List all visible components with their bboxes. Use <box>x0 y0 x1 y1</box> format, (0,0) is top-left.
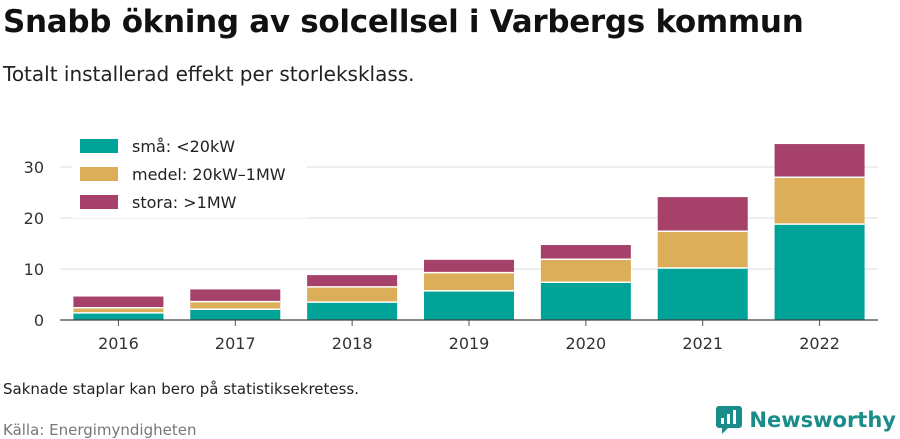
chart-title: Snabb ökning av solcellsel i Varbergs ko… <box>3 4 804 40</box>
newsworthy-logo-icon <box>716 406 743 434</box>
bar-segment <box>190 309 281 320</box>
bar-segment <box>657 267 748 320</box>
legend-swatch <box>80 139 118 153</box>
x-tick-label: 2022 <box>799 334 840 353</box>
legend-swatch <box>80 167 118 181</box>
legend-label: medel: 20kW–1MW <box>132 165 286 184</box>
bar-segment <box>774 144 865 178</box>
bar-segment <box>73 307 164 313</box>
bar-segment <box>424 290 514 320</box>
bar-segment <box>657 197 748 232</box>
bar-segment <box>424 272 514 291</box>
bar-segment <box>307 275 398 287</box>
bar-segment <box>307 302 398 320</box>
newsworthy-brand[interactable]: Newsworthy <box>715 405 896 435</box>
brand-name: Newsworthy <box>749 408 896 432</box>
y-tick-label: 10 <box>24 260 44 279</box>
bar-segment <box>540 282 631 320</box>
x-tick-label: 2021 <box>682 334 723 353</box>
source-credit: Källa: Energimyndigheten <box>3 421 197 439</box>
x-tick-label: 2020 <box>565 334 606 353</box>
bar-segment <box>307 286 398 303</box>
stacked-bar-chart: 0 10 20 30 2016 2017 2018 2019 2020 2021 2022 små: … <box>23 137 878 353</box>
x-tick-label: 2017 <box>215 334 256 353</box>
legend-label: små: <20kW <box>132 137 235 156</box>
bar-segment <box>190 301 281 310</box>
legend-swatch <box>80 195 118 209</box>
y-tick-label: 0 <box>34 311 44 330</box>
y-tick-label: 30 <box>24 158 44 177</box>
y-tick-label: 20 <box>24 209 44 228</box>
bar-segment <box>73 312 164 320</box>
footnote: Saknade staplar kan bero på statistiksek… <box>3 380 360 398</box>
bar-segment <box>540 259 631 283</box>
legend-label: stora: >1MW <box>132 193 237 212</box>
chart-subtitle: Totalt installerad effekt per storlekskl… <box>3 62 415 86</box>
bar-segment <box>540 245 631 260</box>
bar-segment <box>774 177 865 225</box>
x-tick-label: 2016 <box>98 334 139 353</box>
bar-segment <box>424 259 514 273</box>
bar-segment <box>190 289 281 302</box>
bar-segment <box>774 224 865 320</box>
x-tick-label: 2018 <box>332 334 373 353</box>
bar-segment <box>73 296 164 308</box>
x-tick-label: 2019 <box>449 334 490 353</box>
bar-segment <box>657 231 748 268</box>
